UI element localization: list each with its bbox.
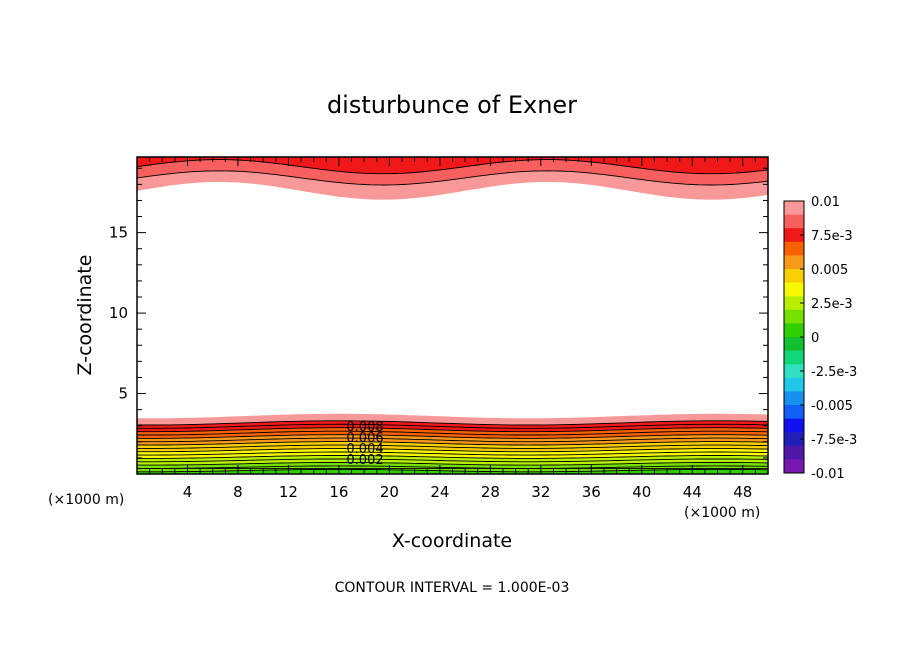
contour-label: 0.006 [346, 431, 383, 446]
x-tick-label: 48 [733, 483, 752, 501]
colorbar-swatch [784, 214, 804, 229]
x-axis-label: X-coordinate [392, 530, 512, 552]
colorbar-label: 0.005 [811, 263, 848, 278]
field-band [137, 170, 768, 200]
colorbar-swatch [784, 201, 804, 215]
contour-line [137, 462, 768, 466]
x-tick-labels: 4 8 12 16 20 24 28 32 36 40 44 48 [183, 483, 753, 501]
contour-line [137, 159, 768, 175]
x-unit-left: (×1000 m) [48, 492, 124, 508]
contour-interval-note: CONTOUR INTERVAL = 1.000E-03 [335, 580, 570, 596]
colorbar-swatch [784, 255, 804, 270]
contour-line [137, 434, 768, 439]
x-tick-label: 4 [183, 483, 193, 501]
x-tick-label: 8 [233, 483, 243, 501]
contour-line [137, 451, 768, 456]
contour-line [137, 441, 768, 446]
colorbar-swatch [784, 418, 804, 433]
colorbar-swatch [784, 309, 804, 324]
colorbar-swatch [784, 296, 804, 311]
x-tick-label: 36 [582, 483, 601, 501]
contour-label: 0.002 [346, 453, 383, 468]
contour-line [137, 427, 768, 433]
colorbar-swatch [784, 405, 804, 419]
field-band [137, 413, 768, 425]
colorbar-label: -0.005 [811, 399, 853, 414]
colorbar-label: 2.5e-3 [811, 297, 853, 312]
y-tick-label: 5 [118, 385, 128, 403]
field-band [137, 157, 768, 174]
x-tick-label: 12 [279, 483, 298, 501]
colorbar-swatch [784, 323, 804, 338]
x-tick-label: 40 [632, 483, 651, 501]
x-tick-label: 16 [329, 483, 348, 501]
colorbar [783, 200, 805, 474]
colorbar-swatch [784, 228, 804, 243]
x-tick-label: 20 [380, 483, 399, 501]
field-band [137, 455, 768, 462]
colorbar-label: -2.5e-3 [811, 365, 857, 380]
x-tick-label: 28 [481, 483, 500, 501]
x-tick-label: 44 [683, 483, 702, 501]
field-band [137, 452, 768, 459]
colorbar-swatch [784, 350, 804, 365]
colorbar-label: -0.01 [811, 467, 845, 482]
y-tick-label: 15 [109, 224, 128, 242]
chart-title: disturbunce of Exner [327, 91, 577, 119]
contour-line [137, 448, 768, 453]
x-tick-label: 24 [430, 483, 449, 501]
contour-line [137, 170, 768, 186]
colorbar-swatch [784, 445, 804, 460]
contour-line [137, 430, 768, 436]
colorbar-swatch [784, 282, 804, 297]
colorbar-label: -7.5e-3 [811, 433, 857, 448]
y-axis-label: Z-coordinate [74, 255, 96, 376]
y-tick-labels: 5 10 15 [109, 224, 128, 403]
contour-line [137, 455, 768, 459]
contour-line [137, 423, 768, 429]
contour-lines [137, 159, 768, 473]
contour-line [137, 444, 768, 449]
colorbar-label: 0 [811, 331, 819, 346]
colorbar-swatch [784, 391, 804, 406]
colorbar-labels: 0.01 7.5e-3 0.005 2.5e-3 0 -2.5e-3 -0.005 -7.5e… [800, 195, 857, 482]
field-band [137, 462, 768, 469]
colorbar-swatch [784, 269, 804, 283]
x-tick-label: 32 [531, 483, 550, 501]
contour-line [137, 458, 768, 463]
axis-ticks [137, 157, 768, 474]
colorbar-swatch [784, 241, 804, 256]
contour-label: 0.004 [346, 442, 383, 457]
contour-line [137, 437, 768, 443]
colorbar-swatch [784, 364, 804, 379]
colorbar-label: 7.5e-3 [811, 229, 853, 244]
contour-fields [137, 157, 768, 474]
field-band [137, 459, 768, 466]
colorbar-swatch [784, 432, 804, 447]
contour-line [137, 465, 768, 469]
contour-label: 0.008 [346, 420, 383, 435]
x-unit-right: (×1000 m) [684, 505, 760, 521]
colorbar-swatch [784, 337, 804, 351]
colorbar-swatch [784, 377, 804, 392]
y-tick-label: 10 [109, 304, 128, 322]
colorbar-label: 0.01 [811, 195, 840, 210]
contour-line [137, 420, 768, 426]
field-band [137, 445, 768, 452]
colorbar-swatch [784, 459, 804, 474]
